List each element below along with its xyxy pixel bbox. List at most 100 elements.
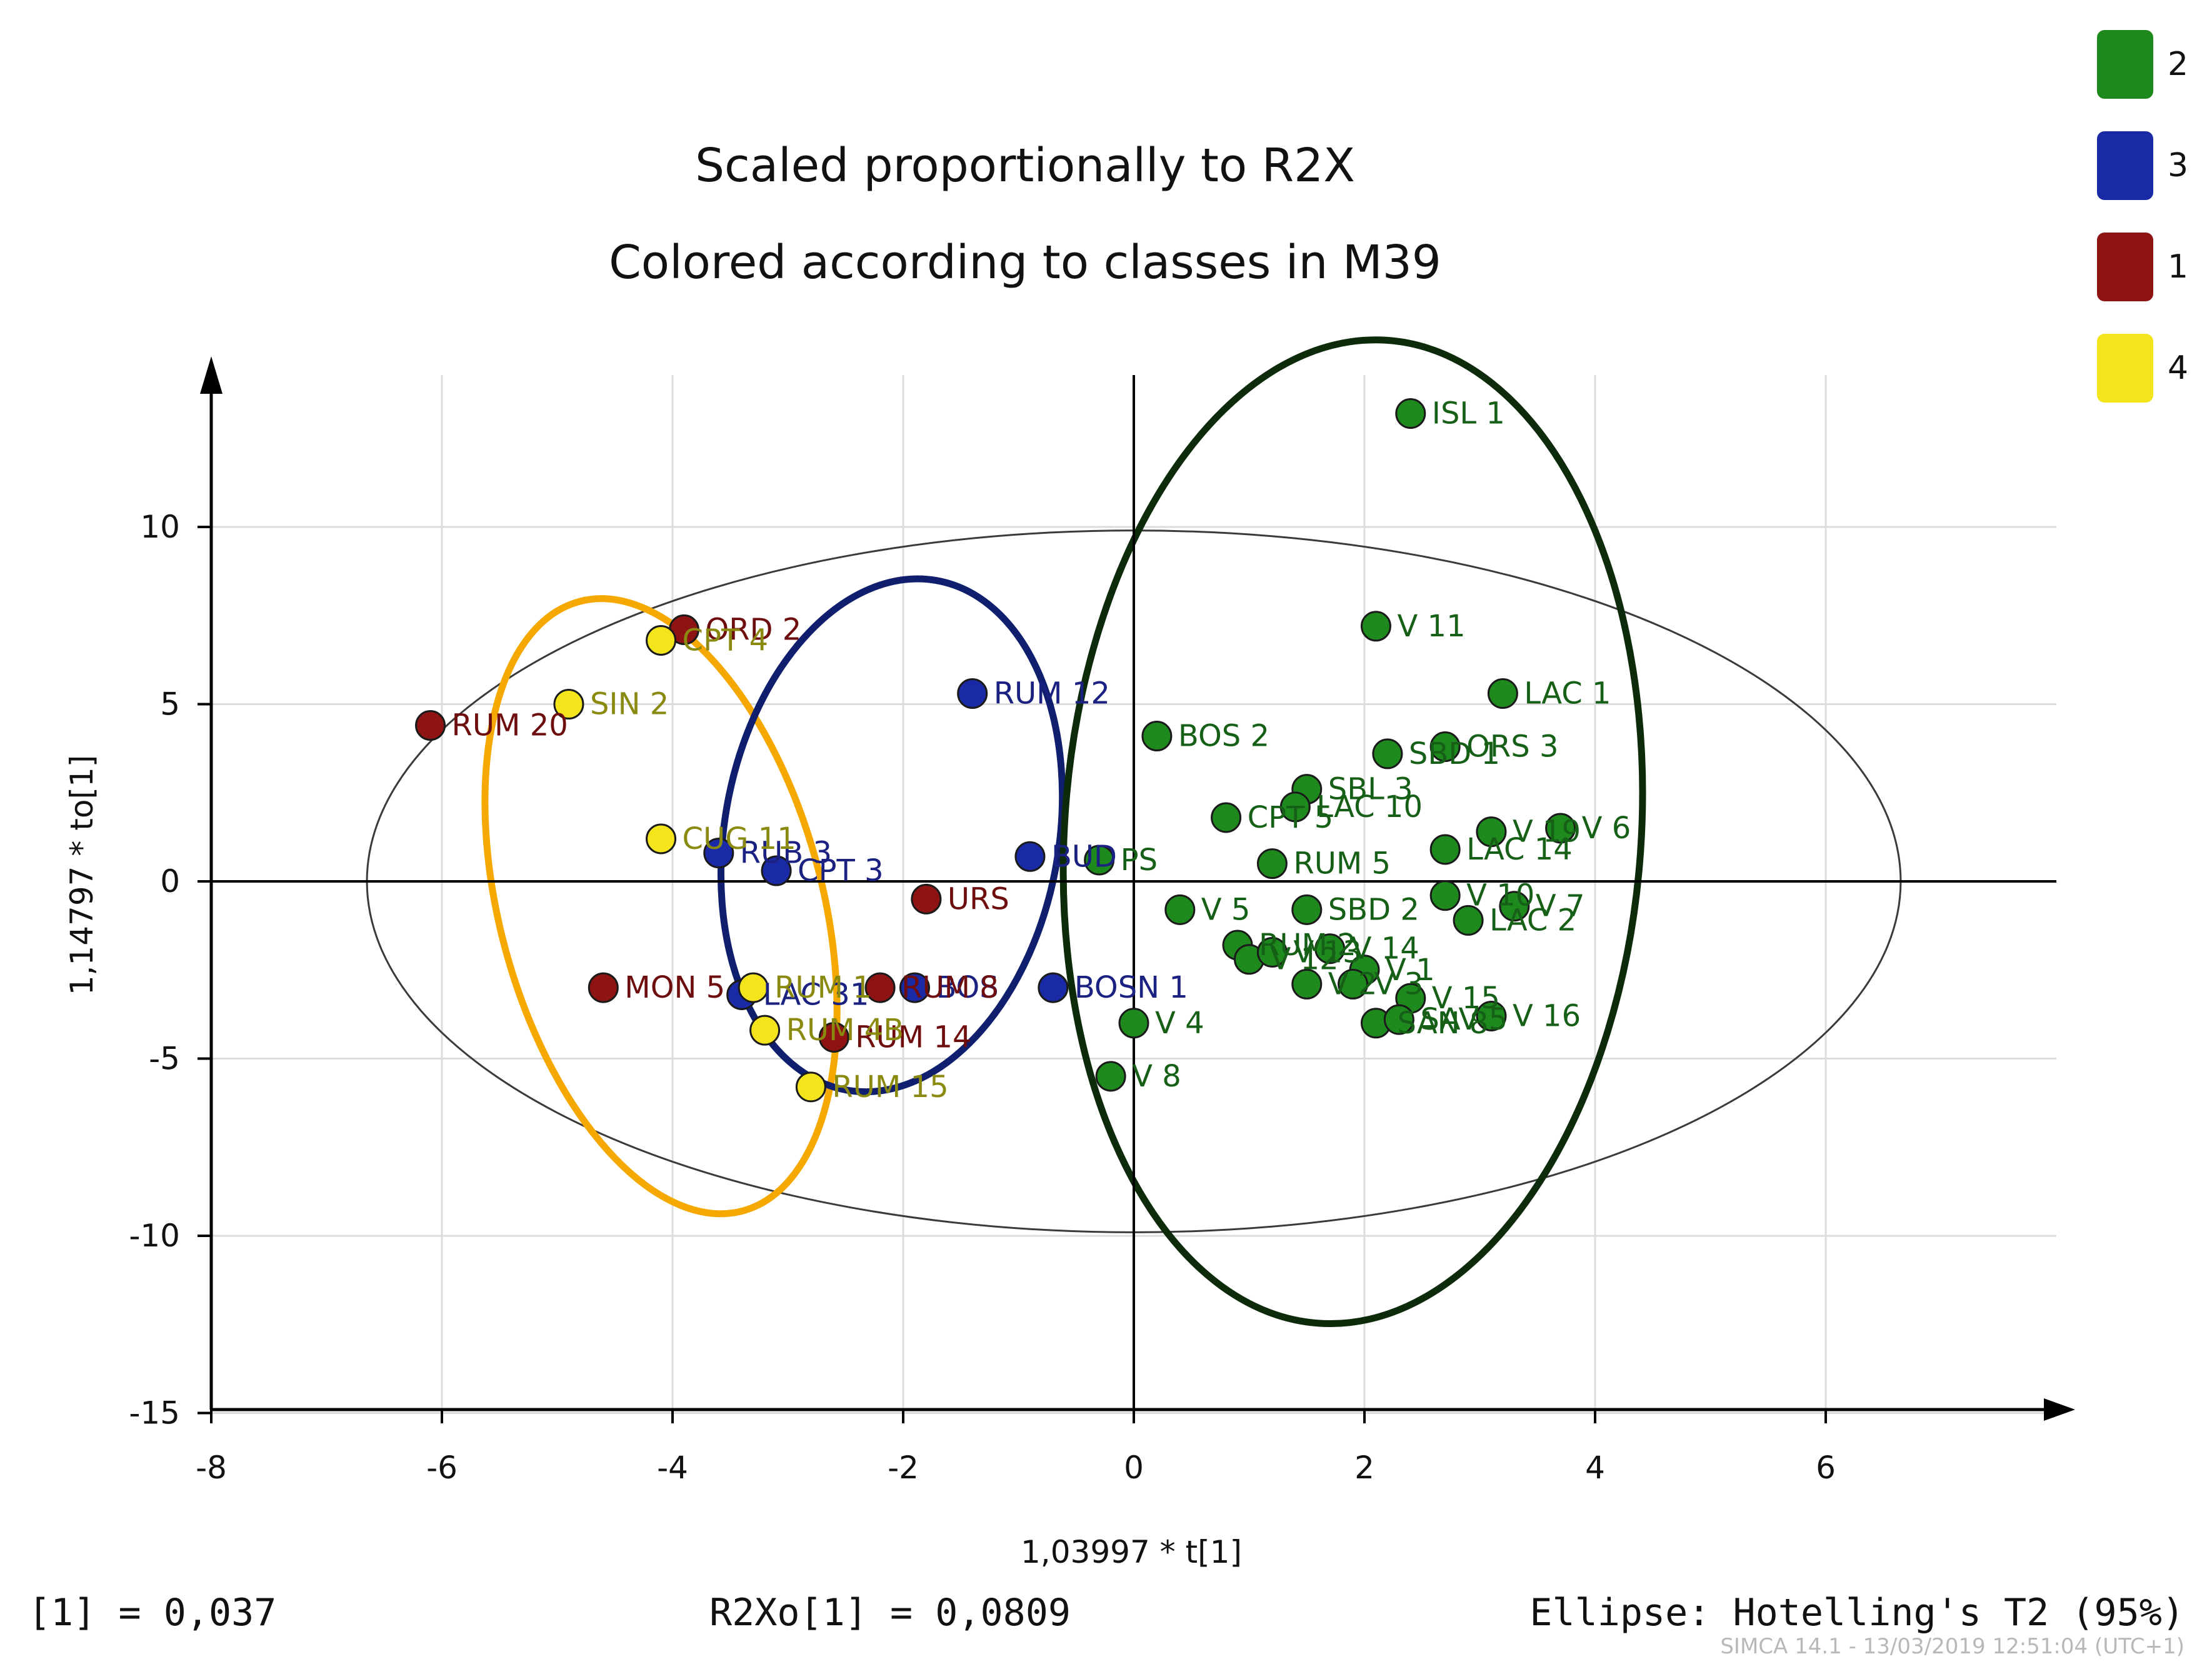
point-label: BOS 2	[1178, 719, 1269, 754]
y-tick-label: -15	[129, 1395, 180, 1431]
point-v-5	[1164, 894, 1196, 925]
chart-title: Scaled proportionally to R2X	[695, 139, 1355, 193]
point-label: V 1	[1386, 953, 1435, 988]
point-label: URS	[948, 881, 1009, 916]
legend-swatch-class-3	[2097, 131, 2153, 200]
point-ps	[1084, 845, 1115, 876]
point-label: RUM 5	[1293, 846, 1391, 881]
point-label: V 8	[1132, 1059, 1181, 1094]
point-v-16	[1476, 1000, 1507, 1031]
point-rub-3	[703, 838, 734, 869]
data-points	[415, 398, 1576, 1103]
point-label: MON 5	[624, 970, 725, 1005]
point-v-19	[1476, 816, 1507, 848]
legend-swatch-class-2	[2097, 30, 2153, 99]
axes	[200, 356, 2075, 1421]
point-label: ORS 3	[1466, 729, 1558, 764]
point-bos-2	[1141, 721, 1173, 752]
point-label: RUM 20	[452, 708, 568, 743]
x-axis-arrow	[2044, 1398, 2075, 1421]
point-bos	[899, 972, 930, 1003]
point-rum-15	[795, 1071, 826, 1103]
point-v-8	[1095, 1061, 1126, 1092]
point-rum-14	[818, 1021, 849, 1053]
point-label: RUM 8	[901, 970, 999, 1005]
point-cug-11	[646, 823, 677, 855]
point-label: V 15	[1432, 981, 1500, 1016]
point-label: BOSN 1	[1074, 970, 1188, 1005]
point-lac-10	[1279, 791, 1311, 823]
legend-label-class-4: 4	[2168, 349, 2188, 387]
y-axis-label: 1,14797 * to[1]	[64, 755, 100, 996]
point-label: CUG 11	[683, 821, 796, 856]
point-cpt-5	[1211, 802, 1242, 833]
point-label: V 3	[1374, 966, 1424, 1001]
point-label: LAC 1	[1524, 676, 1611, 711]
point-label: ORD 2	[705, 612, 801, 647]
point-label: RUM 15	[832, 1070, 948, 1105]
point-label: CPT 4	[683, 623, 769, 658]
point-rum-4b	[749, 1015, 781, 1046]
y-axis-arrow	[200, 356, 223, 394]
point-label: V 4	[1155, 1006, 1204, 1041]
point-label: BUD	[1051, 839, 1117, 874]
point-rum-12	[957, 678, 988, 709]
point-mon-5	[588, 972, 619, 1003]
chart-subtitle: Colored according to classes in M39	[609, 236, 1441, 289]
point-cpt-3	[761, 855, 792, 886]
point-label: SBD 2	[1328, 892, 1419, 927]
y-tick-label: -5	[149, 1041, 180, 1077]
point-v-7	[1499, 891, 1530, 922]
point-label: V 16	[1513, 998, 1581, 1033]
class-2-ellipse	[1059, 336, 1646, 1327]
point-label: RUB 3	[740, 836, 832, 871]
point-label: V 6	[1582, 811, 1631, 846]
point-rum-1	[738, 972, 769, 1003]
point-rum-5	[1256, 848, 1288, 880]
point-label: BOS	[936, 970, 998, 1005]
point-v-3	[1338, 968, 1369, 1000]
point-v-4	[1118, 1008, 1149, 1039]
point-label: RUM 12	[994, 676, 1110, 711]
point-bosn-1	[1038, 972, 1069, 1003]
footer-r2x: [1] = 0,037	[28, 1591, 276, 1635]
x-axis-label: 1,03997 * t[1]	[1021, 1534, 1242, 1570]
point-label: V 2	[1328, 966, 1378, 1001]
legend-label-class-1: 1	[2168, 248, 2188, 286]
y-tick-label: -10	[129, 1218, 180, 1254]
point-label: V 7	[1536, 889, 1585, 924]
point-v-2	[1291, 968, 1323, 1000]
x-tick-label: 6	[1816, 1450, 1836, 1486]
point-label: V 11	[1397, 609, 1465, 644]
point-label: RUM 14	[855, 1020, 971, 1055]
point-v-13	[1256, 936, 1288, 968]
point-label: RUM 4B	[786, 1013, 904, 1048]
point-label: CPT 5	[1248, 800, 1334, 835]
footer-ellipse-note: Ellipse: Hotelling's T2 (95%)	[1529, 1591, 2184, 1635]
point-label: V 12	[1271, 942, 1339, 977]
point-sbd-1	[1372, 738, 1403, 769]
point-label: V 5	[1201, 892, 1251, 927]
point-label: PS	[1121, 843, 1158, 878]
point-lac-14	[1429, 834, 1461, 865]
footer-r2xo: R2Xo[1] = 0,0809	[709, 1591, 1071, 1635]
legend-label-class-2: 2	[2168, 46, 2188, 83]
x-tick-label: -8	[196, 1450, 227, 1486]
class-3-ellipse	[717, 575, 1066, 1096]
tick-labels: -8 -6 -4 -2 0 2 4 6 10 5 0 -5 -10 -15	[129, 509, 1836, 1486]
point-label: LAC 14	[1466, 832, 1573, 867]
point-v-14	[1314, 933, 1346, 965]
legend-label-class-3: 3	[2168, 147, 2188, 184]
point-isl-1	[1395, 398, 1426, 429]
point-v-6	[1545, 813, 1576, 844]
x-tick-label: -6	[426, 1450, 458, 1486]
point-sin-2	[553, 689, 584, 719]
point-v-11	[1360, 611, 1391, 642]
point-label: SBL 3	[1328, 772, 1413, 807]
point-label: RUM 1	[774, 970, 872, 1005]
x-tick-label: -2	[888, 1450, 919, 1486]
point-label: V 13	[1293, 935, 1361, 970]
class-4-ellipse	[481, 595, 841, 1218]
point-rum-8	[864, 972, 896, 1003]
